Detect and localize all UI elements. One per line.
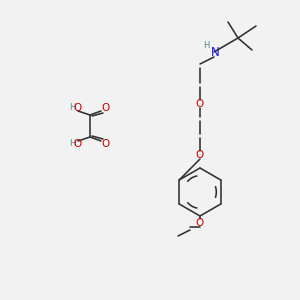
Text: O: O [74, 103, 82, 113]
Text: N: N [211, 46, 219, 59]
Text: H: H [69, 103, 75, 112]
Text: O: O [102, 139, 110, 149]
Text: O: O [102, 103, 110, 113]
Text: O: O [196, 99, 204, 109]
Text: H: H [203, 41, 209, 50]
Text: O: O [196, 218, 204, 228]
Text: H: H [69, 140, 75, 148]
Text: O: O [74, 139, 82, 149]
Text: O: O [196, 150, 204, 160]
